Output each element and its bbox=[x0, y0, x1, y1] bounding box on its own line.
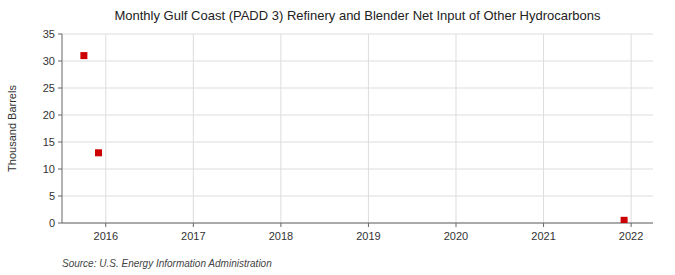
y-grid-line bbox=[62, 142, 653, 143]
x-tick-label: 2021 bbox=[531, 230, 555, 242]
x-axis-line bbox=[62, 223, 653, 224]
x-grid-line bbox=[631, 34, 632, 223]
y-tick-label: 10 bbox=[43, 163, 55, 175]
chart-container: Monthly Gulf Coast (PADD 3) Refinery and… bbox=[0, 0, 675, 275]
x-tick bbox=[456, 223, 457, 227]
x-tick-label: 2020 bbox=[444, 230, 468, 242]
points bbox=[80, 52, 627, 223]
y-tick-label: 25 bbox=[43, 82, 55, 94]
y-tick-label: 30 bbox=[43, 55, 55, 67]
y-tick bbox=[58, 142, 62, 143]
x-tick bbox=[193, 223, 194, 227]
y-grid-line bbox=[62, 223, 653, 224]
y-grid-line bbox=[62, 34, 653, 35]
point bbox=[95, 149, 102, 156]
x-tick-label: 2016 bbox=[94, 230, 118, 242]
y-tick bbox=[58, 169, 62, 170]
y-tick bbox=[58, 223, 62, 224]
x-grid-line bbox=[456, 34, 457, 223]
source: Source: U.S. Energy Information Administ… bbox=[62, 258, 272, 269]
y-tick-label: 15 bbox=[43, 136, 55, 148]
y-tick bbox=[58, 115, 62, 116]
x-tick-label: 2022 bbox=[619, 230, 643, 242]
title: Monthly Gulf Coast (PADD 3) Refinery and… bbox=[114, 8, 601, 23]
y-tick bbox=[58, 196, 62, 197]
y-axis-label: Thousand Barrels bbox=[6, 85, 18, 172]
x-grid-line bbox=[543, 34, 544, 223]
x-tick-label: 2019 bbox=[356, 230, 380, 242]
y-tick-label: 35 bbox=[43, 28, 55, 40]
x-grid-line bbox=[280, 34, 281, 223]
y-tick-label: 20 bbox=[43, 109, 55, 121]
y-tick-label: 5 bbox=[49, 190, 55, 202]
x-grid-line bbox=[193, 34, 194, 223]
y-tick bbox=[58, 61, 62, 62]
x-tick bbox=[543, 223, 544, 227]
y-grid-line bbox=[62, 196, 653, 197]
y-tick bbox=[58, 88, 62, 89]
y-tick bbox=[58, 34, 62, 35]
y-grid-line bbox=[62, 88, 653, 89]
y-grid-line bbox=[62, 115, 653, 116]
grid bbox=[62, 34, 653, 223]
x-tick bbox=[368, 223, 369, 227]
y-axis-line bbox=[62, 34, 63, 223]
point bbox=[80, 52, 87, 59]
x-tick-label: 2017 bbox=[181, 230, 205, 242]
x-grid-line bbox=[368, 34, 369, 223]
y-tick-label: 0 bbox=[49, 217, 55, 229]
point bbox=[621, 217, 628, 223]
y-grid-line bbox=[62, 169, 653, 170]
x-tick-label: 2018 bbox=[269, 230, 293, 242]
x-grid-line bbox=[105, 34, 106, 223]
x-tick bbox=[280, 223, 281, 227]
x-tick bbox=[631, 223, 632, 227]
y-grid-line bbox=[62, 61, 653, 62]
chart-svg: Monthly Gulf Coast (PADD 3) Refinery and… bbox=[0, 0, 675, 275]
x-tick bbox=[105, 223, 106, 227]
